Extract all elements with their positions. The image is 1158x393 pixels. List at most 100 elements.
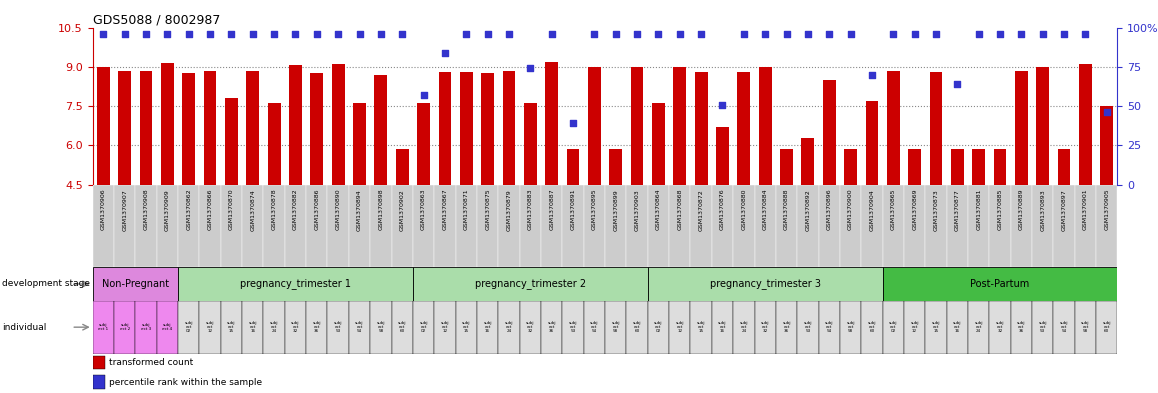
Text: subj
ect
58: subj ect 58	[611, 321, 620, 333]
Bar	[161, 63, 174, 185]
Point	[713, 101, 732, 108]
FancyBboxPatch shape	[328, 301, 349, 354]
Bar	[973, 149, 985, 185]
FancyBboxPatch shape	[797, 185, 819, 267]
Bar	[631, 67, 644, 185]
Bar	[545, 62, 558, 185]
FancyBboxPatch shape	[776, 185, 797, 267]
FancyBboxPatch shape	[1097, 185, 1117, 267]
Point	[628, 31, 646, 37]
FancyBboxPatch shape	[413, 267, 647, 301]
FancyBboxPatch shape	[93, 185, 113, 267]
Point	[734, 31, 753, 37]
FancyBboxPatch shape	[263, 185, 285, 267]
Bar	[695, 72, 708, 185]
Text: subj
ect 1: subj ect 1	[98, 323, 109, 331]
FancyBboxPatch shape	[1054, 301, 1075, 354]
FancyBboxPatch shape	[904, 301, 925, 354]
Text: subj
ect
16: subj ect 16	[483, 321, 492, 333]
Text: transformed count: transformed count	[109, 358, 193, 367]
Point	[457, 31, 476, 37]
Bar	[503, 71, 515, 185]
Bar	[267, 103, 280, 185]
Point	[286, 31, 305, 37]
Bar	[738, 72, 750, 185]
Bar	[460, 72, 472, 185]
Point	[200, 31, 219, 37]
Text: GSM1370884: GSM1370884	[763, 189, 768, 230]
FancyBboxPatch shape	[135, 185, 156, 267]
FancyBboxPatch shape	[477, 185, 498, 267]
Text: GSM1370867: GSM1370867	[442, 189, 447, 230]
FancyBboxPatch shape	[156, 185, 178, 267]
Text: subj
ect
24: subj ect 24	[505, 321, 513, 333]
Bar	[310, 73, 323, 185]
Text: GSM1370904: GSM1370904	[870, 189, 874, 231]
FancyBboxPatch shape	[455, 301, 477, 354]
Text: GSM1370891: GSM1370891	[571, 189, 576, 230]
FancyBboxPatch shape	[819, 185, 840, 267]
Text: GSM1370907: GSM1370907	[122, 189, 127, 231]
Text: subj
ect
02: subj ect 02	[654, 321, 662, 333]
Bar	[1014, 71, 1028, 185]
Point	[116, 31, 134, 37]
Point	[585, 31, 603, 37]
FancyBboxPatch shape	[733, 185, 755, 267]
FancyBboxPatch shape	[135, 301, 156, 354]
Text: GSM1370881: GSM1370881	[976, 189, 981, 230]
FancyBboxPatch shape	[156, 301, 178, 354]
Point	[991, 31, 1010, 37]
Text: subj
ect
15: subj ect 15	[462, 321, 470, 333]
Point	[372, 31, 390, 37]
FancyBboxPatch shape	[306, 301, 328, 354]
Point	[820, 31, 838, 37]
FancyBboxPatch shape	[113, 185, 135, 267]
Text: GSM1370883: GSM1370883	[528, 189, 533, 230]
Text: Non-Pregnant: Non-Pregnant	[102, 279, 169, 289]
FancyBboxPatch shape	[199, 301, 221, 354]
Point	[1098, 109, 1116, 116]
FancyBboxPatch shape	[563, 185, 584, 267]
FancyBboxPatch shape	[242, 185, 263, 267]
Bar	[652, 103, 665, 185]
FancyBboxPatch shape	[690, 301, 712, 354]
Bar	[225, 98, 237, 185]
FancyBboxPatch shape	[862, 185, 882, 267]
Point	[756, 31, 775, 37]
Point	[670, 31, 689, 37]
Bar	[93, 375, 105, 389]
FancyBboxPatch shape	[1032, 301, 1054, 354]
Point	[94, 31, 112, 37]
FancyBboxPatch shape	[904, 185, 925, 267]
FancyBboxPatch shape	[1032, 185, 1054, 267]
Point	[863, 72, 881, 78]
Text: individual: individual	[2, 323, 46, 332]
FancyBboxPatch shape	[391, 301, 413, 354]
Bar	[865, 101, 878, 185]
Text: GSM1370887: GSM1370887	[549, 189, 555, 230]
Point	[691, 31, 710, 37]
Point	[650, 31, 668, 37]
FancyBboxPatch shape	[434, 185, 455, 267]
Text: pregnancy_trimester 2: pregnancy_trimester 2	[475, 279, 586, 289]
Point	[1055, 31, 1073, 37]
FancyBboxPatch shape	[882, 267, 1117, 301]
Text: GSM1370886: GSM1370886	[314, 189, 320, 230]
Text: subj
ect
36: subj ect 36	[783, 321, 791, 333]
Bar	[331, 64, 345, 185]
Text: percentile rank within the sample: percentile rank within the sample	[109, 378, 262, 387]
FancyBboxPatch shape	[371, 185, 391, 267]
Bar	[1057, 149, 1070, 185]
Text: GSM1370862: GSM1370862	[186, 189, 191, 230]
FancyBboxPatch shape	[285, 301, 306, 354]
FancyBboxPatch shape	[669, 185, 690, 267]
Bar	[182, 73, 195, 185]
Bar	[1079, 64, 1092, 185]
FancyBboxPatch shape	[647, 185, 669, 267]
Point	[222, 31, 241, 37]
Point	[842, 31, 860, 37]
Bar	[247, 71, 259, 185]
Bar	[204, 71, 217, 185]
Text: subj
ect
32: subj ect 32	[761, 321, 769, 333]
Text: GSM1370873: GSM1370873	[933, 189, 938, 231]
